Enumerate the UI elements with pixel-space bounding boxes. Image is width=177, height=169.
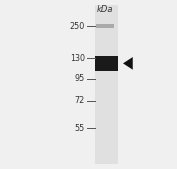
Bar — [95, 56, 118, 71]
Polygon shape — [123, 57, 133, 70]
Text: 95: 95 — [75, 74, 85, 83]
Text: kDa: kDa — [97, 5, 114, 14]
Text: 130: 130 — [70, 54, 85, 63]
Text: 72: 72 — [75, 96, 85, 105]
Text: 250: 250 — [70, 22, 85, 31]
Bar — [96, 24, 114, 28]
Bar — [95, 5, 118, 164]
Text: 55: 55 — [75, 124, 85, 133]
